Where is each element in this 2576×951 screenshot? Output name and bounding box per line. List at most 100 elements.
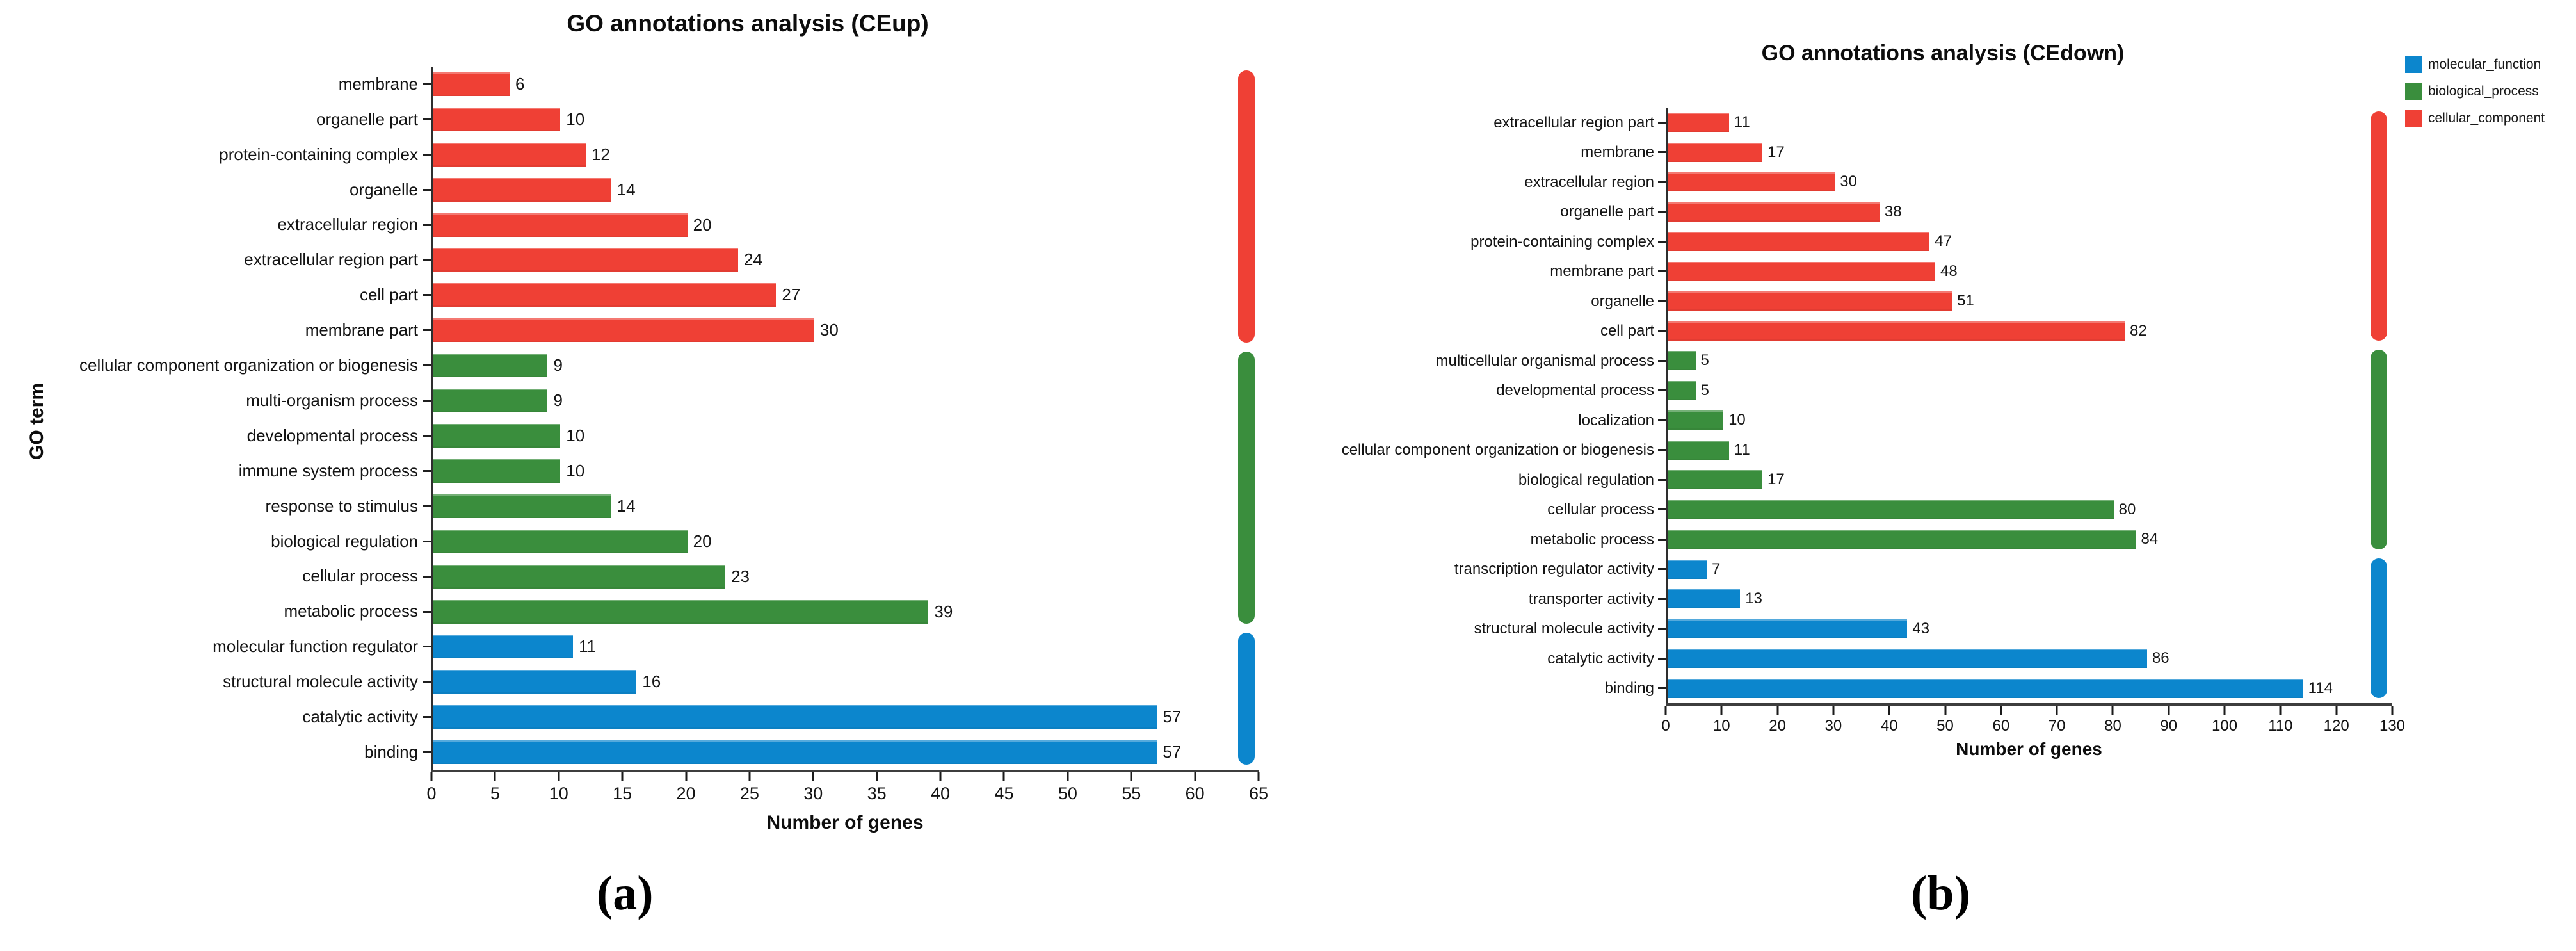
value-label: 47 — [1935, 232, 1952, 250]
x-tick-label: 15 — [613, 784, 632, 803]
bar — [433, 177, 611, 202]
x-tick-label: 45 — [994, 784, 1014, 803]
x-tick-label: 50 — [1936, 717, 1954, 735]
y-tick — [1658, 657, 1666, 660]
bar-track: 12 — [431, 136, 1259, 172]
value-label: 14 — [616, 179, 636, 199]
value-label: 57 — [1163, 707, 1182, 727]
bar-row: response to stimulus 14 — [51, 488, 1259, 524]
value-label: 57 — [1163, 742, 1182, 762]
x-tick — [558, 772, 560, 781]
x-tick-label: 60 — [1992, 717, 2010, 735]
bar-row: structural molecule activity 43 — [1322, 614, 2392, 644]
value-label: 10 — [566, 426, 585, 446]
bar — [433, 248, 738, 272]
x-tick — [2168, 706, 2170, 715]
value-label: 9 — [553, 391, 563, 410]
y-tick — [423, 646, 431, 648]
bar — [1668, 232, 1930, 252]
bar-track: 10 — [431, 453, 1259, 489]
bar — [433, 670, 637, 694]
y-tick — [1658, 419, 1666, 421]
group-capsule-biological_process — [1238, 352, 1255, 624]
bar-track: 6 — [431, 67, 1259, 102]
bar-row: transporter activity 13 — [1322, 584, 2392, 614]
category-label: localization — [1578, 411, 1654, 429]
bar-row: membrane part 30 — [51, 313, 1259, 348]
bar-track: 57 — [431, 735, 1259, 770]
bar-row: transcription regulator activity 7 — [1322, 554, 2392, 584]
bar — [433, 599, 929, 624]
category-label: cell part — [359, 285, 418, 305]
category-label: membrane — [1581, 143, 1654, 161]
y-tick — [423, 259, 431, 261]
bar-track: 17 — [1666, 465, 2392, 495]
y-tick — [1658, 181, 1666, 183]
category-label: cellular component organization or bioge… — [79, 355, 418, 375]
value-label: 14 — [616, 496, 636, 516]
bar-row: metabolic process 84 — [1322, 524, 2392, 555]
panel-caption-a: (a) — [597, 866, 654, 920]
y-tick — [1658, 121, 1666, 124]
y-tick — [1658, 389, 1666, 392]
bar-track: 38 — [1666, 197, 2392, 227]
value-label: 24 — [743, 250, 762, 270]
y-tick — [1658, 449, 1666, 451]
x-tick — [812, 772, 814, 781]
category-label: developmental process — [1496, 382, 1654, 400]
bar-row: extracellular region 20 — [51, 207, 1259, 243]
bar-track: 30 — [1666, 167, 2392, 197]
y-tick — [1658, 687, 1666, 690]
category-label: binding — [1604, 679, 1654, 697]
bar-track: 10 — [1666, 405, 2392, 435]
bar — [1668, 410, 1724, 430]
bar-row: extracellular region part 11 — [1322, 108, 2392, 138]
bar-row: protein-containing complex 47 — [1322, 227, 2392, 257]
category-label: cellular process — [1547, 501, 1654, 519]
bar-track: 10 — [431, 101, 1259, 137]
legend-label: biological_process — [2428, 84, 2539, 99]
y-tick — [423, 329, 431, 332]
panel-a: GO annotations analysis (CEup) membrane 6… — [51, 6, 1268, 834]
x-tick-label: 130 — [2379, 717, 2406, 735]
category-label: protein-containing complex — [219, 144, 418, 164]
bar-row: organelle part 38 — [1322, 197, 2392, 227]
bar — [1668, 678, 2303, 698]
legend-swatch — [2405, 83, 2422, 100]
x-tick — [2000, 706, 2002, 715]
y-tick — [1658, 359, 1666, 362]
x-tick-label: 10 — [1712, 717, 1730, 735]
bar — [1668, 649, 2147, 669]
y-tick — [1658, 330, 1666, 332]
value-label: 30 — [819, 320, 839, 340]
bar — [1668, 321, 2125, 341]
x-tick — [1194, 772, 1196, 781]
legend: molecular_function biological_process cell… — [2405, 56, 2545, 127]
x-tick-label: 30 — [803, 784, 823, 803]
y-tick — [1658, 568, 1666, 571]
x-tick-label: 25 — [739, 784, 759, 803]
bar-row: structural molecule activity 16 — [51, 664, 1259, 700]
bar-track: 51 — [1666, 286, 2392, 316]
x-axis-title: Number of genes — [766, 812, 924, 833]
x-tick-label: 90 — [2160, 717, 2178, 735]
bar — [433, 318, 814, 343]
bar — [433, 389, 548, 413]
value-label: 17 — [1767, 143, 1785, 161]
category-label: catalytic activity — [1547, 649, 1654, 667]
category-label: structural molecule activity — [1474, 620, 1654, 638]
y-tick — [423, 118, 431, 120]
x-tick — [939, 772, 942, 781]
bar-track: 5 — [1666, 375, 2392, 405]
bar-row: cellular component organization or bioge… — [51, 348, 1259, 384]
bar-row: developmental process 10 — [51, 418, 1259, 453]
x-tick-label: 35 — [867, 784, 887, 803]
legend-item: cellular_component — [2405, 110, 2545, 127]
x-tick — [1832, 706, 1835, 715]
bar-row: catalytic activity 86 — [1322, 644, 2392, 674]
value-label: 82 — [2130, 321, 2147, 339]
x-tick-label: 55 — [1122, 784, 1141, 803]
x-tick — [2335, 706, 2338, 715]
group-capsule-biological_process — [2371, 350, 2387, 549]
bar-track: 9 — [431, 383, 1259, 419]
